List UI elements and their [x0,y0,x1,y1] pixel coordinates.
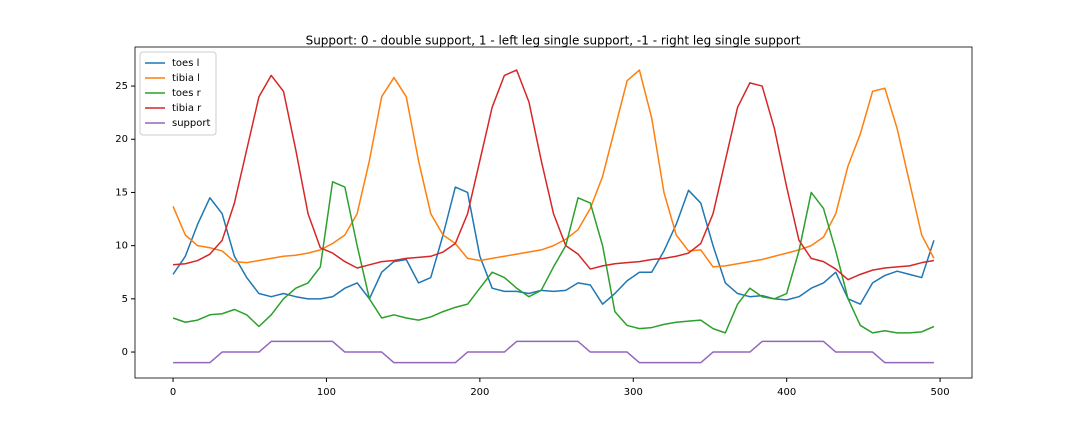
y-tick-label: 5 [122,294,128,305]
x-tick-label: 500 [931,387,950,398]
y-tick-label: 10 [115,241,128,252]
y-tick-label: 20 [115,134,128,145]
x-tick-label: 200 [470,387,489,398]
x-tick-label: 100 [317,387,336,398]
line-series [172,69,935,268]
x-tick-label: 300 [624,387,643,398]
legend-label: toes l [172,58,199,69]
legend-box [139,51,217,136]
y-tick-label: 0 [122,347,128,358]
legend-label: tibia r [172,103,202,114]
y-tick-label: 25 [115,81,128,92]
line-series [172,181,935,334]
plot-frame [134,46,973,379]
y-tick-label: 15 [115,187,128,198]
x-tick-label: 400 [777,387,796,398]
line-series [172,186,935,305]
chart-title: Support: 0 - double support, 1 - left le… [306,34,801,48]
legend-label: toes r [172,88,202,99]
legend-label: tibia l [172,73,200,84]
legend-label: support [172,118,210,129]
line-series [173,340,934,364]
x-tick-label: 0 [170,387,176,398]
line-series [172,69,935,281]
